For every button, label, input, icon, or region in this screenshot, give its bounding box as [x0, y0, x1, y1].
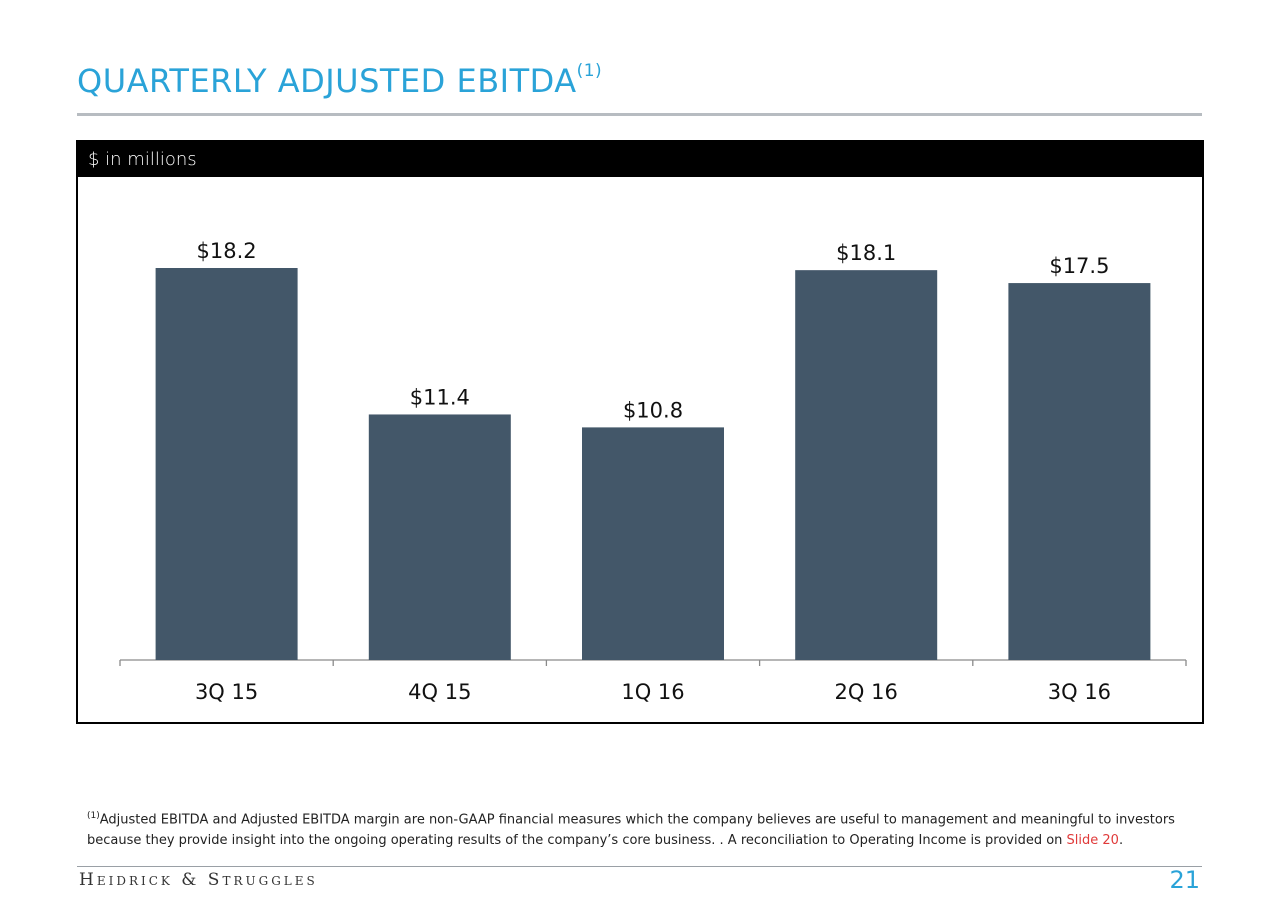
- data-label: $11.4: [410, 385, 470, 409]
- title-divider: [77, 113, 1202, 116]
- units-band: $ in millions: [78, 142, 1202, 177]
- bar-2q-16: [795, 270, 938, 660]
- slide-title: QUARTERLY ADJUSTED EBITDA(1): [77, 61, 603, 100]
- brand-logo: Heidrick & Struggles: [79, 870, 318, 890]
- footnote: (1)Adjusted EBITDA and Adjusted EBITDA m…: [87, 806, 1207, 851]
- category-label: 3Q 16: [1048, 680, 1111, 704]
- bar-1q-16: [582, 427, 724, 660]
- footnote-marker: (1): [87, 811, 100, 821]
- category-label: 2Q 16: [835, 680, 898, 704]
- data-label: $18.1: [836, 241, 896, 265]
- bar-chart: $18.2 3Q 15 $11.4 4Q 15 $10.8 1Q 16 $18.1 2Q 16…: [119, 239, 1187, 704]
- footnote-text: Adjusted EBITDA and Adjusted EBITDA marg…: [87, 812, 1175, 849]
- bar-4q-15: [368, 414, 511, 660]
- chart-panel: $ in millions $18.2 3Q 15 $11.4 4Q 15 $10.8 1…: [76, 140, 1204, 724]
- data-label: $17.5: [1049, 254, 1109, 278]
- footnote-end: .: [1118, 833, 1124, 849]
- bar-3q-16: [1008, 283, 1151, 660]
- units-label: $ in millions: [88, 149, 197, 170]
- title-footnote-marker: (1): [576, 61, 603, 82]
- data-label: $10.8: [623, 398, 683, 422]
- data-label: $18.2: [197, 239, 257, 263]
- category-label: 1Q 16: [621, 680, 684, 704]
- category-label: 3Q 15: [195, 680, 258, 704]
- category-label: 4Q 15: [408, 680, 471, 704]
- page-number: 21: [1169, 866, 1200, 894]
- slide-20-link[interactable]: Slide 20: [1066, 833, 1119, 849]
- bar-3q-15: [155, 268, 298, 660]
- footer-divider: [77, 866, 1202, 867]
